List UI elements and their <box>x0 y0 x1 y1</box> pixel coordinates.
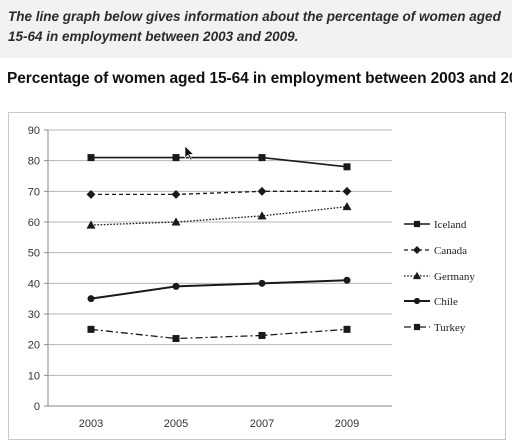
data-point <box>258 154 266 162</box>
series-canada <box>86 186 352 199</box>
data-point <box>258 279 266 287</box>
y-tick-label: 30 <box>28 309 40 321</box>
legend-item: Chile <box>404 296 458 308</box>
legend-label: Iceland <box>434 219 467 231</box>
series-line <box>90 279 348 300</box>
legend-label: Canada <box>434 245 467 257</box>
legend-marker <box>413 297 421 305</box>
mouse-cursor-icon <box>184 145 195 161</box>
data-point <box>343 163 351 171</box>
y-tick-label: 50 <box>28 248 40 260</box>
legend-label: Turkey <box>434 322 466 334</box>
legend-marker <box>412 245 422 255</box>
legend-marker <box>412 271 422 280</box>
data-point <box>172 154 180 162</box>
y-tick-label: 80 <box>28 156 40 168</box>
legend-label: Chile <box>434 296 458 308</box>
legend-item: Germany <box>404 271 475 283</box>
legend-item: Canada <box>404 245 467 257</box>
data-point <box>257 186 267 196</box>
x-tick-label: 2005 <box>164 418 188 430</box>
y-tick-label: 20 <box>28 340 40 352</box>
series-lines <box>86 154 352 343</box>
data-point <box>342 202 352 211</box>
chart-title: Percentage of women aged 15-64 in employ… <box>7 70 512 87</box>
data-point <box>342 186 352 196</box>
data-point <box>343 276 351 284</box>
y-tick-label: 10 <box>28 370 40 382</box>
y-tick-label: 70 <box>28 186 40 198</box>
data-point <box>258 331 266 339</box>
y-tick-label: 90 <box>28 125 40 137</box>
data-point <box>257 211 267 220</box>
data-point <box>87 295 95 303</box>
data-point <box>86 220 96 229</box>
series-iceland <box>87 154 351 171</box>
legend-marker <box>413 220 421 228</box>
series-turkey <box>87 325 351 343</box>
y-tick-label: 60 <box>28 217 40 229</box>
series-chile <box>87 276 351 303</box>
legend-item: Iceland <box>404 219 467 231</box>
legend-item: Turkey <box>404 322 466 334</box>
x-tick-label: 2003 <box>79 418 103 430</box>
x-tick-label: 2007 <box>250 418 274 430</box>
grid-lines <box>48 129 392 376</box>
data-point <box>343 325 351 333</box>
y-tick-label: 0 <box>34 401 40 413</box>
series-line <box>90 328 348 340</box>
series-line <box>90 206 348 226</box>
legend: Iceland Canada Germany Chile Turkey <box>404 219 475 334</box>
data-point <box>87 325 95 333</box>
data-point <box>87 154 95 162</box>
data-point <box>172 282 180 290</box>
y-tick-label: 40 <box>28 278 40 290</box>
intro-text: The line graph below gives information a… <box>8 9 501 44</box>
series-germany <box>86 202 352 229</box>
legend-marker <box>413 323 421 331</box>
chart-frame <box>8 112 506 440</box>
legend-label: Germany <box>434 271 475 283</box>
series-line <box>91 190 347 196</box>
data-point <box>171 189 181 199</box>
data-point <box>171 217 181 226</box>
axes: 0 10 20 30 40 50 60 70 80 90 2003 2005 2007 2009 <box>28 125 392 430</box>
data-point <box>172 335 180 343</box>
x-tick-label: 2009 <box>335 418 359 430</box>
intro-banner: The line graph below gives information a… <box>0 0 512 58</box>
data-point <box>86 189 96 199</box>
series-line <box>91 156 348 168</box>
